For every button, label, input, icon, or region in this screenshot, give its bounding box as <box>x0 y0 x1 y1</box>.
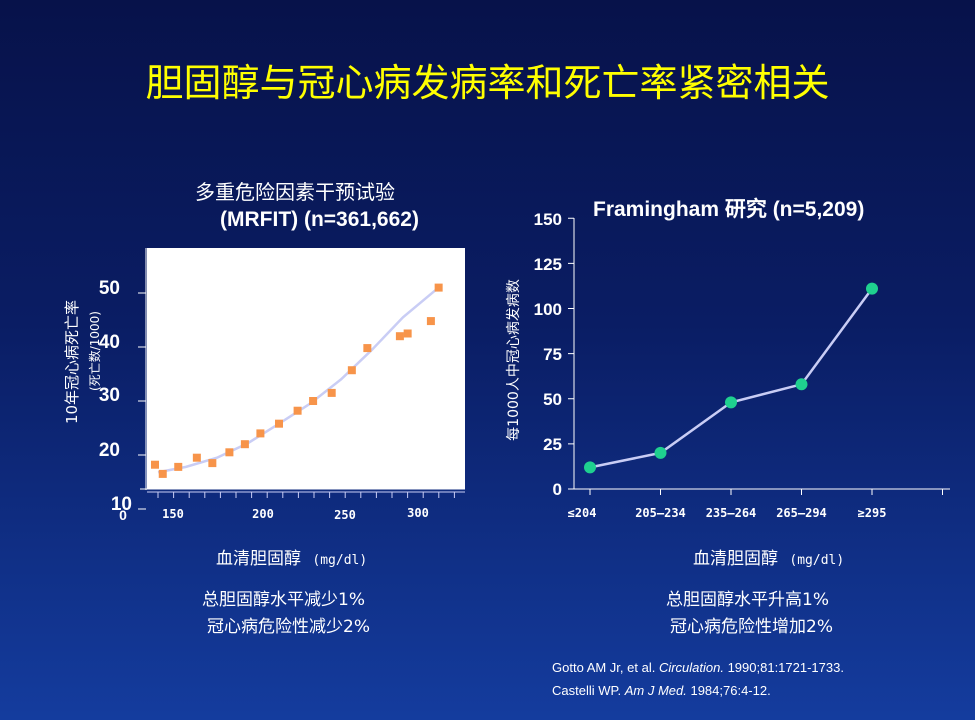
left-chart-plot-area <box>147 248 465 489</box>
left-y-tick-40: 40 <box>99 332 120 353</box>
left-chart-point <box>363 344 372 353</box>
left-chart-point <box>192 453 201 462</box>
left-chart-point <box>174 462 183 471</box>
reference-2: Castelli WP. Am J Med. 1984;76:4-12. <box>552 683 771 698</box>
left-y-tick-30: 30 <box>99 385 120 406</box>
left-chart-point <box>256 429 265 438</box>
left-x-axis-unit: (mg/dl) <box>312 553 368 568</box>
left-chart-point <box>395 332 404 341</box>
right-y-tick-50: 50 <box>543 390 562 409</box>
right-y-axis-label: 每1000人中冠心病发病数 <box>506 279 522 441</box>
right-x-axis-label: 血清胆固醇 (mg/dl) <box>693 544 844 569</box>
left-y-tick-50: 50 <box>99 278 120 299</box>
right-chart-x-ticks <box>589 489 943 495</box>
left-y-zero-label: 0 <box>119 507 127 523</box>
left-chart-point <box>426 317 435 326</box>
right-x-axis-title: 血清胆固醇 <box>693 549 778 569</box>
left-chart-points <box>151 283 443 478</box>
right-chart-point <box>795 378 808 391</box>
left-chart-point <box>327 388 336 397</box>
left-chart-point <box>158 469 167 478</box>
right-chart-y-ticks <box>568 217 574 490</box>
left-chart-point <box>275 419 283 428</box>
left-chart-point <box>240 440 249 449</box>
right-y-tick-125: 125 <box>534 255 562 274</box>
right-chart-point <box>584 461 596 474</box>
left-x-tick-250: 250 <box>334 508 356 522</box>
right-note-line2: 冠心病危险性增加2% <box>670 617 833 637</box>
right-chart-series-line <box>589 287 874 469</box>
left-chart-point <box>151 460 159 469</box>
left-chart-x-ticks <box>157 492 455 498</box>
right-chart-point <box>654 446 667 459</box>
left-chart-point <box>403 329 412 338</box>
left-note-line2: 冠心病危险性减少2% <box>207 617 370 637</box>
left-chart-point <box>208 459 217 468</box>
right-chart-title: Framingham 研究 (n=5,209) <box>593 198 865 221</box>
left-note-line1: 总胆固醇水平减少1% <box>202 590 365 610</box>
left-y-axis-label-line2: (死亡数/1000) <box>87 311 102 391</box>
left-y-tick-10: 10 <box>111 494 132 515</box>
right-chart-point <box>866 282 878 295</box>
right-note-line1: 总胆固醇水平升高1% <box>666 590 829 610</box>
left-chart-point <box>434 283 443 292</box>
left-x-tick-200: 200 <box>252 507 274 521</box>
right-y-tick-100: 100 <box>534 300 562 319</box>
left-chart-y-ticks <box>138 292 146 510</box>
left-y-tick-20: 20 <box>99 440 120 461</box>
right-x-axis-unit: (mg/dl) <box>789 553 845 568</box>
reference-1-journal: Circulation. <box>658 660 724 675</box>
right-chart-x-labels: ≤204 205–234 235–264 265–294 ≥295 <box>568 506 887 520</box>
slide-title: 胆固醇与冠心病发病率和死亡率紧密相关 <box>145 61 830 105</box>
right-y-tick-150: 150 <box>534 210 562 229</box>
right-x-category-label: 235–264 <box>706 506 757 520</box>
reference-1-details: 1990;81:1721-1733. <box>723 660 844 675</box>
left-x-axis-title: 血清胆固醇 <box>216 549 301 569</box>
right-x-category-label: 265–294 <box>776 506 827 520</box>
reference-2-details: 1984;76:4-12. <box>686 683 771 698</box>
left-chart-point <box>293 406 302 415</box>
right-x-category-label: ≥295 <box>858 506 887 520</box>
right-chart-points <box>584 282 878 474</box>
right-chart: ≤204 205–234 235–264 265–294 ≥295 150 125 10… <box>506 210 950 520</box>
right-y-tick-25: 25 <box>543 435 562 454</box>
right-x-category-label: 205–234 <box>635 506 686 520</box>
left-chart-point <box>309 397 318 405</box>
left-chart: 50 40 30 20 10 0 150 200 250 300 10年冠心病死… <box>63 248 465 523</box>
left-chart-point <box>225 448 234 457</box>
left-x-tick-300: 300 <box>407 506 429 520</box>
reference-2-authors: Castelli WP. <box>552 683 625 698</box>
left-chart-title-line2: (MRFIT) (n=361,662) <box>220 208 419 231</box>
right-x-category-label: ≤204 <box>568 506 597 520</box>
right-y-tick-75: 75 <box>543 345 562 364</box>
left-y-axis-label-line1: 10年冠心病死亡率 <box>63 300 81 424</box>
right-chart-point <box>725 396 737 409</box>
left-chart-title-line1: 多重危险因素干预试验 <box>195 180 395 204</box>
reference-2-journal: Am J Med. <box>624 683 687 698</box>
left-chart-point <box>347 366 356 375</box>
left-x-axis-label: 血清胆固醇 (mg/dl) <box>216 544 367 569</box>
right-y-tick-0: 0 <box>553 480 562 499</box>
reference-1-authors: Gotto AM Jr, et al. <box>552 660 659 675</box>
left-x-tick-150: 150 <box>162 507 184 521</box>
reference-1: Gotto AM Jr, et al. Circulation. 1990;81… <box>552 660 844 675</box>
